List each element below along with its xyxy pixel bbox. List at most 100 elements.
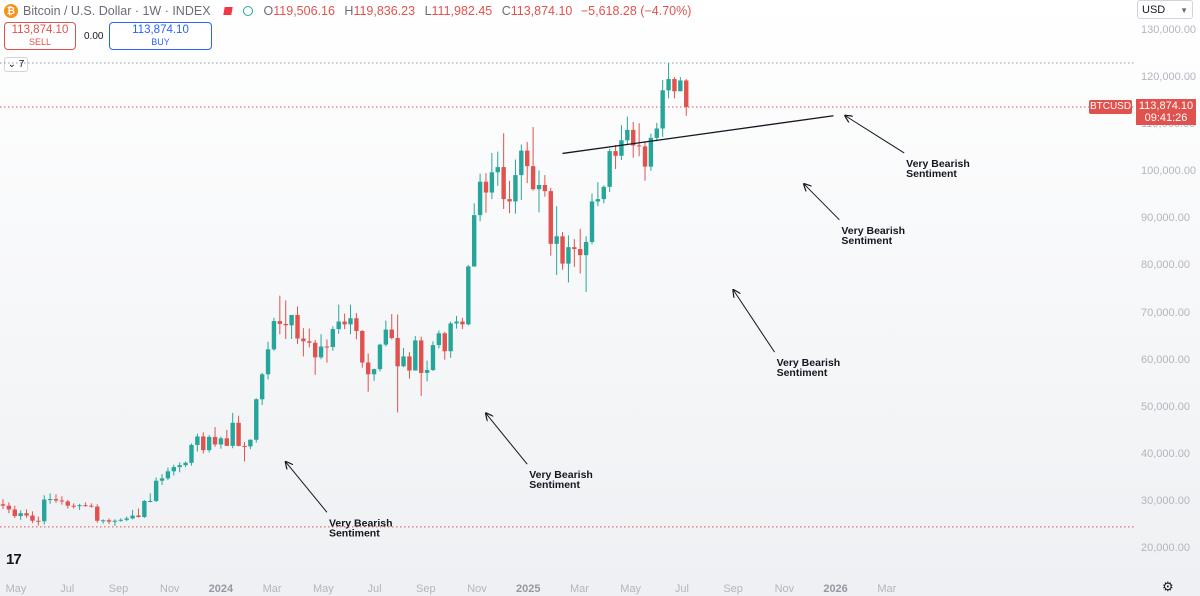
annotation-label: Sentiment <box>529 479 580 491</box>
candle <box>330 326 336 351</box>
candle-body <box>530 166 536 190</box>
candle <box>654 122 659 142</box>
candle <box>142 500 147 518</box>
open-value: 119,506.16 <box>273 4 335 18</box>
candle-body <box>59 500 65 502</box>
currency-selector[interactable]: USD ▼ <box>1137 0 1193 19</box>
tradingview-logo[interactable]: 17 <box>6 551 22 568</box>
time-axis-label: May <box>620 583 642 595</box>
candle-body <box>383 329 389 345</box>
candle <box>413 336 418 371</box>
time-axis-label: Jul <box>367 583 382 595</box>
candle <box>112 519 118 526</box>
candle <box>566 235 571 283</box>
time-axis-label: May <box>5 583 27 595</box>
candle-body <box>177 465 182 468</box>
chevron-down-icon: ⌄ <box>7 59 17 70</box>
gear-icon[interactable]: ⚙ <box>1162 579 1174 594</box>
candle <box>631 121 636 158</box>
candle-body <box>36 520 41 522</box>
candle-body <box>259 374 265 400</box>
candle <box>312 339 318 375</box>
candle-body <box>460 321 465 325</box>
candle <box>230 412 235 449</box>
chevron-down-icon: ▼ <box>1180 6 1188 15</box>
candle-body <box>301 338 306 342</box>
candle <box>560 232 565 270</box>
last-price-tag: 113,874.10 09:41:26 <box>1136 99 1196 125</box>
annotation-label: Sentiment <box>329 527 380 539</box>
candle-body <box>218 438 224 445</box>
candle <box>189 443 194 466</box>
candle-body <box>418 340 424 373</box>
candle-body <box>112 520 118 522</box>
candle <box>183 461 188 468</box>
sell-button[interactable]: 113,874.10 SELL <box>4 22 76 50</box>
candle-body <box>236 422 241 446</box>
candle <box>619 125 624 161</box>
annotation-arrow <box>804 184 840 221</box>
candle <box>265 341 271 380</box>
candle <box>177 462 182 473</box>
market-status-icon <box>242 6 253 16</box>
candle <box>77 503 82 510</box>
candle-body <box>542 184 548 192</box>
candle <box>136 508 141 518</box>
candle <box>513 159 518 214</box>
symbol-title[interactable]: Bitcoin / U.S. Dollar · 1W · INDEX <box>23 4 211 18</box>
candle <box>201 432 206 454</box>
candle-body <box>619 140 624 156</box>
candle <box>466 265 471 326</box>
candle-body <box>519 150 524 176</box>
candle <box>12 505 17 518</box>
price-axis-label: 100,000.00 <box>1141 165 1197 178</box>
candle <box>389 314 394 340</box>
candle-body <box>424 370 430 373</box>
candle-body <box>401 356 406 367</box>
candle-body <box>648 137 654 167</box>
candle-body <box>153 480 159 501</box>
candle <box>242 442 247 462</box>
price-axis-label: 130,000.00 <box>1141 24 1197 36</box>
candle <box>342 313 347 330</box>
candle <box>684 79 689 116</box>
candle <box>324 339 330 363</box>
candle-body <box>83 505 88 507</box>
candle-body <box>106 520 112 522</box>
candle <box>271 317 277 351</box>
candle <box>171 464 177 476</box>
candle-body <box>589 201 595 242</box>
indicators-toggle[interactable]: ⌄ 7 <box>4 57 28 72</box>
candle <box>642 141 648 181</box>
candle-body <box>454 321 459 324</box>
time-axis-label: Jul <box>674 583 689 595</box>
price-axis-label: 80,000.00 <box>1141 259 1190 272</box>
candle-body <box>136 515 141 517</box>
candle-body <box>430 345 436 371</box>
candle <box>254 398 259 443</box>
candle <box>371 368 377 381</box>
annotation-label: Sentiment <box>906 168 957 180</box>
buy-button[interactable]: 113,874.10 BUY <box>109 22 212 50</box>
candle <box>153 477 159 502</box>
annotation-label: Sentiment <box>777 367 828 379</box>
candle-body <box>566 247 571 264</box>
candle <box>18 510 23 520</box>
candle-body <box>613 151 618 156</box>
candle-body <box>660 90 665 129</box>
candle <box>212 427 218 447</box>
candle <box>636 123 642 157</box>
price-axis-label: 30,000.00 <box>1141 494 1190 507</box>
low-value: 111,982.45 <box>431 4 493 18</box>
bar-countdown: 09:41:26 <box>1144 112 1188 124</box>
candle-body <box>636 145 642 147</box>
candle-body <box>30 515 35 521</box>
candle <box>236 415 241 447</box>
candle-body <box>442 333 447 352</box>
candle-body <box>118 519 123 521</box>
candle-body <box>71 505 76 507</box>
candle-body <box>148 500 153 502</box>
candle-body <box>583 241 589 256</box>
candle <box>613 144 618 169</box>
